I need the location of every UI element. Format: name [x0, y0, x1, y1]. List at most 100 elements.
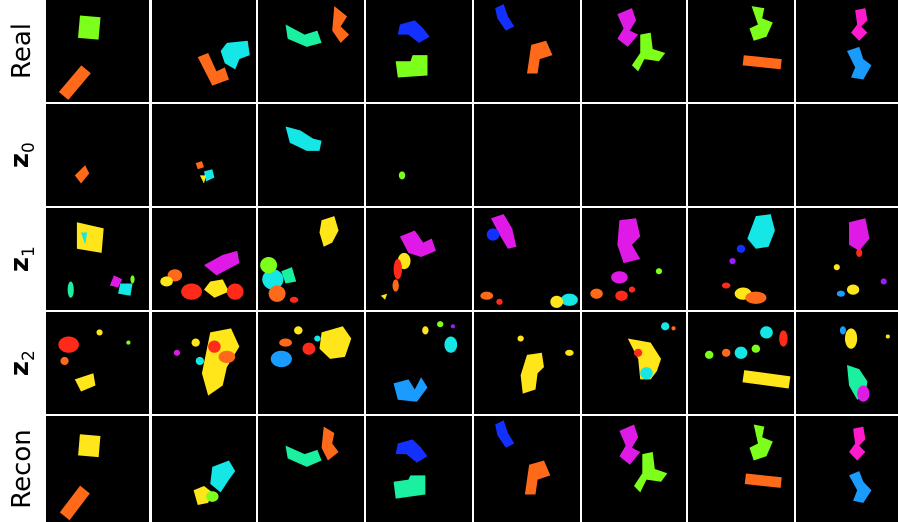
- object-shape: [747, 214, 775, 249]
- row-label-z1: ^z1: [0, 208, 44, 310]
- object-blob: [195, 356, 204, 366]
- cell-image: [744, 424, 782, 488]
- object-blob: [450, 324, 456, 329]
- grid-cell-z2-1: [46, 312, 149, 414]
- cell-image: [849, 426, 872, 503]
- object-shape: [74, 373, 96, 392]
- object-blob: [444, 336, 458, 353]
- object-shape: [393, 377, 428, 402]
- grid-cell-real-8: [796, 0, 898, 102]
- grid-cell-recon-5: [474, 416, 580, 522]
- grid-cell-z2-4: [366, 312, 472, 414]
- object-shape: [285, 24, 322, 47]
- object-blob: [611, 271, 628, 284]
- object-blob: [181, 283, 202, 300]
- object-shape: [118, 283, 133, 296]
- grid-cell-z0-3: [258, 104, 364, 206]
- object-blob: [640, 367, 653, 380]
- grid-cell-z0-2: [152, 104, 256, 206]
- object-blob: [437, 321, 444, 328]
- object-blob: [96, 329, 103, 336]
- cell-image: [796, 104, 898, 206]
- subscript: 2: [19, 350, 40, 361]
- object-shape: [527, 40, 553, 74]
- object-blob: [880, 278, 887, 285]
- object-blob: [760, 326, 773, 339]
- cell-image: [74, 165, 90, 184]
- object-shape: [193, 485, 213, 506]
- object-blob: [729, 257, 736, 265]
- object-blob: [661, 322, 670, 331]
- object-shape: [631, 32, 666, 72]
- subscript: 0: [19, 142, 40, 153]
- object-blob: [839, 326, 846, 335]
- grid-cell-z2-5: [474, 312, 580, 414]
- object-shape: [749, 6, 773, 41]
- cell-image: [474, 104, 580, 206]
- cell-image: [380, 230, 436, 300]
- row-label-z2: ^z2: [0, 312, 44, 414]
- cell-image: [480, 214, 578, 308]
- grid-cell-recon-1: [46, 416, 149, 522]
- grid-cell-z1-5: [474, 208, 580, 310]
- object-blob: [704, 350, 714, 359]
- hat-accent: ^: [0, 147, 14, 165]
- object-blob: [721, 282, 731, 289]
- object-blob: [480, 291, 494, 300]
- object-blob: [736, 244, 746, 253]
- hat-accent: ^: [0, 355, 14, 373]
- object-blob: [517, 335, 524, 342]
- object-shape: [627, 338, 662, 380]
- cell-image: [193, 460, 236, 506]
- grid-cell-z0-7: [688, 104, 794, 206]
- object-blob: [847, 284, 860, 295]
- object-blob: [398, 171, 406, 180]
- cell-image: [67, 222, 135, 298]
- object-blob: [294, 326, 303, 335]
- object-blob: [58, 336, 79, 353]
- object-blob: [628, 286, 636, 293]
- grid-cell-real-5: [474, 0, 580, 102]
- cell-image: [742, 6, 782, 70]
- cell-image: [58, 15, 101, 100]
- grid-cell-z0-8: [796, 104, 898, 206]
- object-blob: [486, 228, 500, 241]
- cell-image: [582, 104, 686, 206]
- grid-cell-real-2: [152, 0, 256, 102]
- cell-image: [617, 8, 666, 72]
- grid-cell-real-4: [366, 0, 472, 102]
- object-shape: [849, 471, 872, 503]
- object-bar: [78, 434, 101, 458]
- cell-image: [285, 126, 322, 151]
- object-shape: [201, 328, 240, 396]
- object-shape: [195, 161, 204, 170]
- object-blob: [289, 296, 299, 303]
- cell-image: [627, 322, 676, 380]
- cell-image: [495, 420, 551, 495]
- grid-cell-recon-2: [152, 416, 256, 522]
- object-blob: [496, 298, 503, 305]
- cell-image: [285, 426, 339, 467]
- object-blob: [857, 385, 870, 402]
- grid-cell-recon-7: [688, 416, 794, 522]
- grid-cell-z2-3: [258, 312, 364, 414]
- cell-image: [160, 250, 244, 300]
- grid-cell-z0-1: [46, 104, 149, 206]
- object-blob: [844, 328, 858, 349]
- object-blob: [226, 283, 244, 300]
- object-bar: [742, 55, 782, 70]
- grid-cell-z2-8: [796, 312, 898, 414]
- object-shape: [847, 46, 872, 80]
- object-shape: [74, 165, 90, 184]
- subscript: 1: [19, 246, 40, 257]
- object-shape: [395, 55, 428, 78]
- object-shape: [285, 445, 322, 467]
- cell-image: [393, 321, 458, 402]
- object-blob: [721, 348, 731, 357]
- grid-cell-z0-4: [366, 104, 472, 206]
- object-shape: [520, 352, 544, 394]
- object-bar: [742, 370, 791, 389]
- grid-cell-recon-6: [582, 416, 686, 522]
- grid-cell-z1-8: [796, 208, 898, 310]
